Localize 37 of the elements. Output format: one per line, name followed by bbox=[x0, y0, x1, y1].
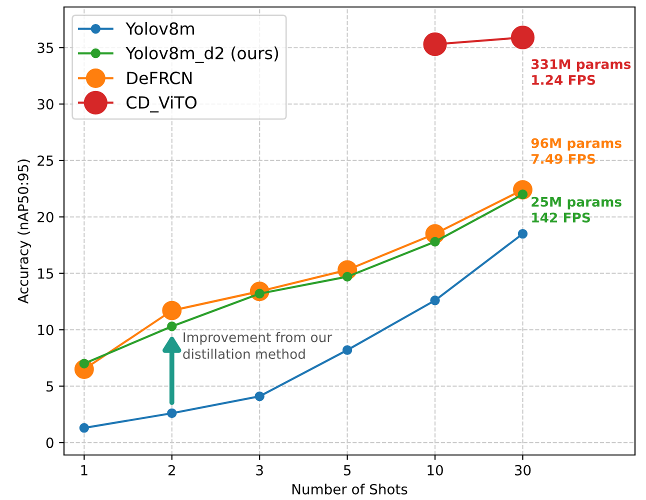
legend-label: CD_ViTO bbox=[126, 96, 196, 112]
legend-label: Yolov8m bbox=[126, 22, 194, 35]
point bbox=[430, 296, 440, 306]
annotation: 25M params 142 FPS bbox=[532, 196, 622, 223]
point bbox=[254, 391, 264, 402]
x-tick-label: 30 bbox=[514, 464, 531, 476]
y-tick-label: 0 bbox=[46, 438, 54, 448]
point bbox=[342, 345, 352, 355]
x-tick-label: 5 bbox=[344, 465, 351, 476]
y-axis-title: Accuracy (nAP50:95) bbox=[18, 160, 32, 304]
point bbox=[167, 408, 177, 418]
x-tick-label: 10 bbox=[428, 464, 443, 476]
point bbox=[79, 358, 90, 368]
y-tick-label: 35 bbox=[38, 42, 54, 54]
point bbox=[342, 272, 352, 282]
y-tick-label: 5 bbox=[46, 381, 54, 392]
y-tick-label: 30 bbox=[38, 99, 54, 110]
annotation: Improvement from our distillation method bbox=[183, 332, 332, 359]
point bbox=[518, 228, 528, 239]
point bbox=[162, 300, 182, 320]
x-tick-label: 1 bbox=[81, 465, 88, 476]
y-tick-label: 20 bbox=[38, 212, 54, 222]
x-tick-label: 2 bbox=[168, 464, 175, 476]
point bbox=[79, 423, 90, 433]
x-axis-title: Number of Shots bbox=[292, 484, 408, 494]
point bbox=[430, 236, 440, 247]
annotation: 96M params 7.49 FPS bbox=[531, 138, 622, 164]
x-tick-label: 3 bbox=[256, 464, 263, 476]
point bbox=[423, 32, 447, 56]
legend-label: Yolov8m_d2 (ours) bbox=[126, 46, 278, 64]
point bbox=[510, 26, 535, 50]
annotation: 331M params 1.24 FPS bbox=[532, 59, 631, 85]
y-tick-label: 15 bbox=[38, 268, 54, 279]
y-tick-label: 25 bbox=[38, 155, 54, 166]
y-tick-label: 10 bbox=[38, 324, 54, 336]
point bbox=[167, 321, 177, 332]
legend-label: DeFRCN bbox=[127, 72, 192, 84]
